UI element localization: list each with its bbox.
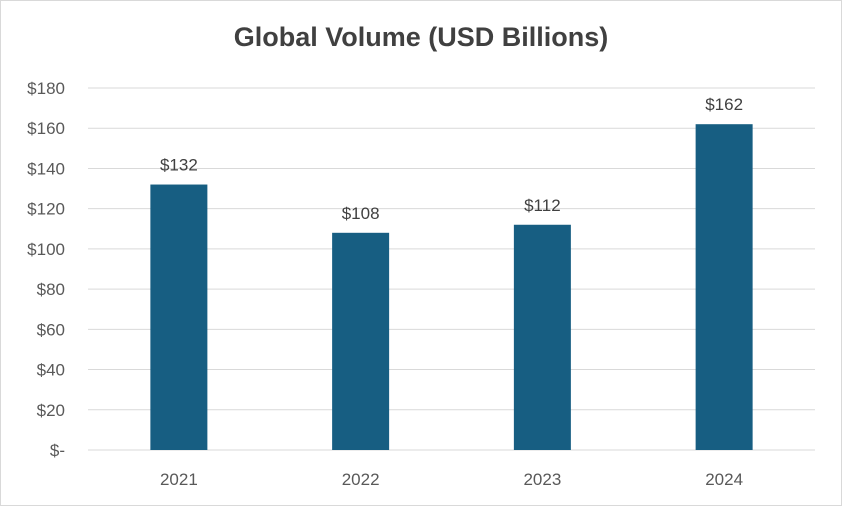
chart-title: Global Volume (USD Billions) [233,22,609,52]
y-tick-label: $160 [27,119,65,138]
data-label: $112 [524,196,561,215]
y-tick-label: $60 [37,320,65,339]
bar [332,232,390,450]
x-tick-label: 2024 [705,470,743,489]
bar [513,224,571,450]
bar [150,184,208,451]
bar [695,124,753,450]
y-tick-label: $40 [37,361,65,380]
y-tick-label: $180 [27,79,65,98]
data-label: $162 [705,95,743,114]
x-tick-label: 2021 [160,470,198,489]
y-tick-label: $80 [37,280,65,299]
x-tick-label: 2022 [342,470,380,489]
x-tick-label: 2023 [523,470,561,489]
data-label: $132 [160,156,198,175]
y-tick-label: $140 [27,159,65,178]
y-tick-label: $120 [27,200,65,219]
y-tick-label: $20 [37,401,65,420]
y-tick-label: $- [50,441,65,460]
data-label: $108 [342,204,380,223]
y-tick-label: $100 [27,240,65,259]
